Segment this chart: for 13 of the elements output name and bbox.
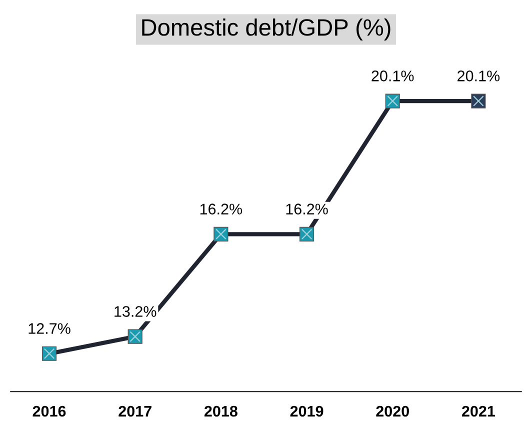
data-label: 12.7%: [28, 323, 70, 334]
data-label: 16.2%: [286, 204, 328, 214]
x-tick-label: 2020: [376, 406, 409, 417]
x-tick-label: 2016: [32, 406, 66, 417]
data-label: 20.1%: [458, 70, 500, 82]
x-tick-label: 2017: [118, 406, 152, 417]
chart-title: Domestic debt/GDP (%): [142, 18, 390, 40]
x-tick-label: 2019: [290, 406, 324, 417]
data-label: 20.1%: [372, 70, 414, 82]
data-label: 16.2%: [200, 204, 242, 214]
x-tick-label: 2018: [204, 406, 238, 417]
data-label: 13.2%: [114, 306, 156, 317]
x-tick-label: 2021: [462, 406, 496, 417]
